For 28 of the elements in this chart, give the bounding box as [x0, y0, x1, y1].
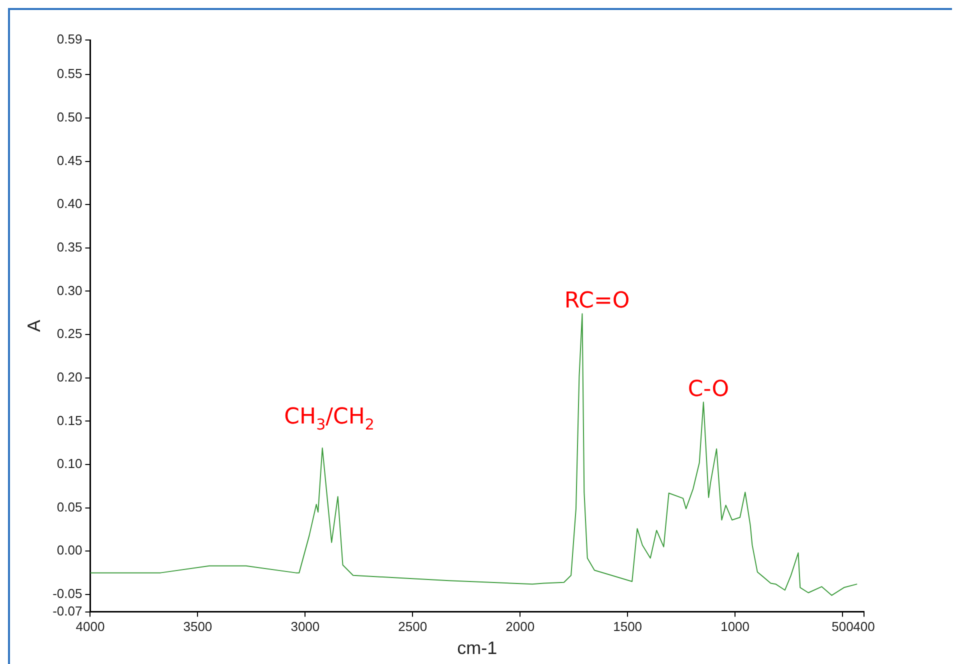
y-tick-label: 0.00 [56, 542, 82, 558]
annotation: RC=O [564, 288, 630, 314]
y-tick-label: -0.05 [52, 586, 82, 602]
y-tick-label: 0.40 [56, 196, 82, 212]
y-tick-label: 0.25 [56, 326, 82, 342]
y-tick-label: 0.30 [56, 282, 82, 298]
x-tick-label: 4000 [76, 619, 105, 634]
y-tick-label: 0.55 [56, 66, 82, 82]
annotation: C-O [688, 377, 730, 402]
x-tick-label: 500 [832, 619, 854, 634]
y-axis-title: A [24, 320, 44, 332]
x-tick-label: 3500 [183, 619, 212, 634]
x-tick-label: 2500 [398, 619, 428, 634]
y-tick-label: 0.10 [56, 456, 82, 472]
x-tick-label: 3000 [290, 619, 320, 634]
x-tick-label: 2000 [506, 619, 535, 634]
y-tick-label: 0.20 [56, 369, 82, 384]
x-tick-label: 1500 [613, 619, 642, 634]
y-tick-label: 0.15 [56, 412, 82, 428]
y-tick-label: 0.59 [56, 32, 82, 47]
x-axis-title: cm-1 [457, 638, 498, 658]
y-tick-label: 0.35 [56, 240, 82, 255]
x-tick-label: 400 [853, 619, 875, 634]
y-tick-label: 0.45 [56, 152, 82, 168]
y-tick-label: -0.07 [52, 603, 82, 618]
x-tick-label: 1000 [720, 619, 750, 634]
y-tick-label: 0.05 [56, 499, 82, 514]
y-tick-label: 0.50 [56, 110, 82, 125]
